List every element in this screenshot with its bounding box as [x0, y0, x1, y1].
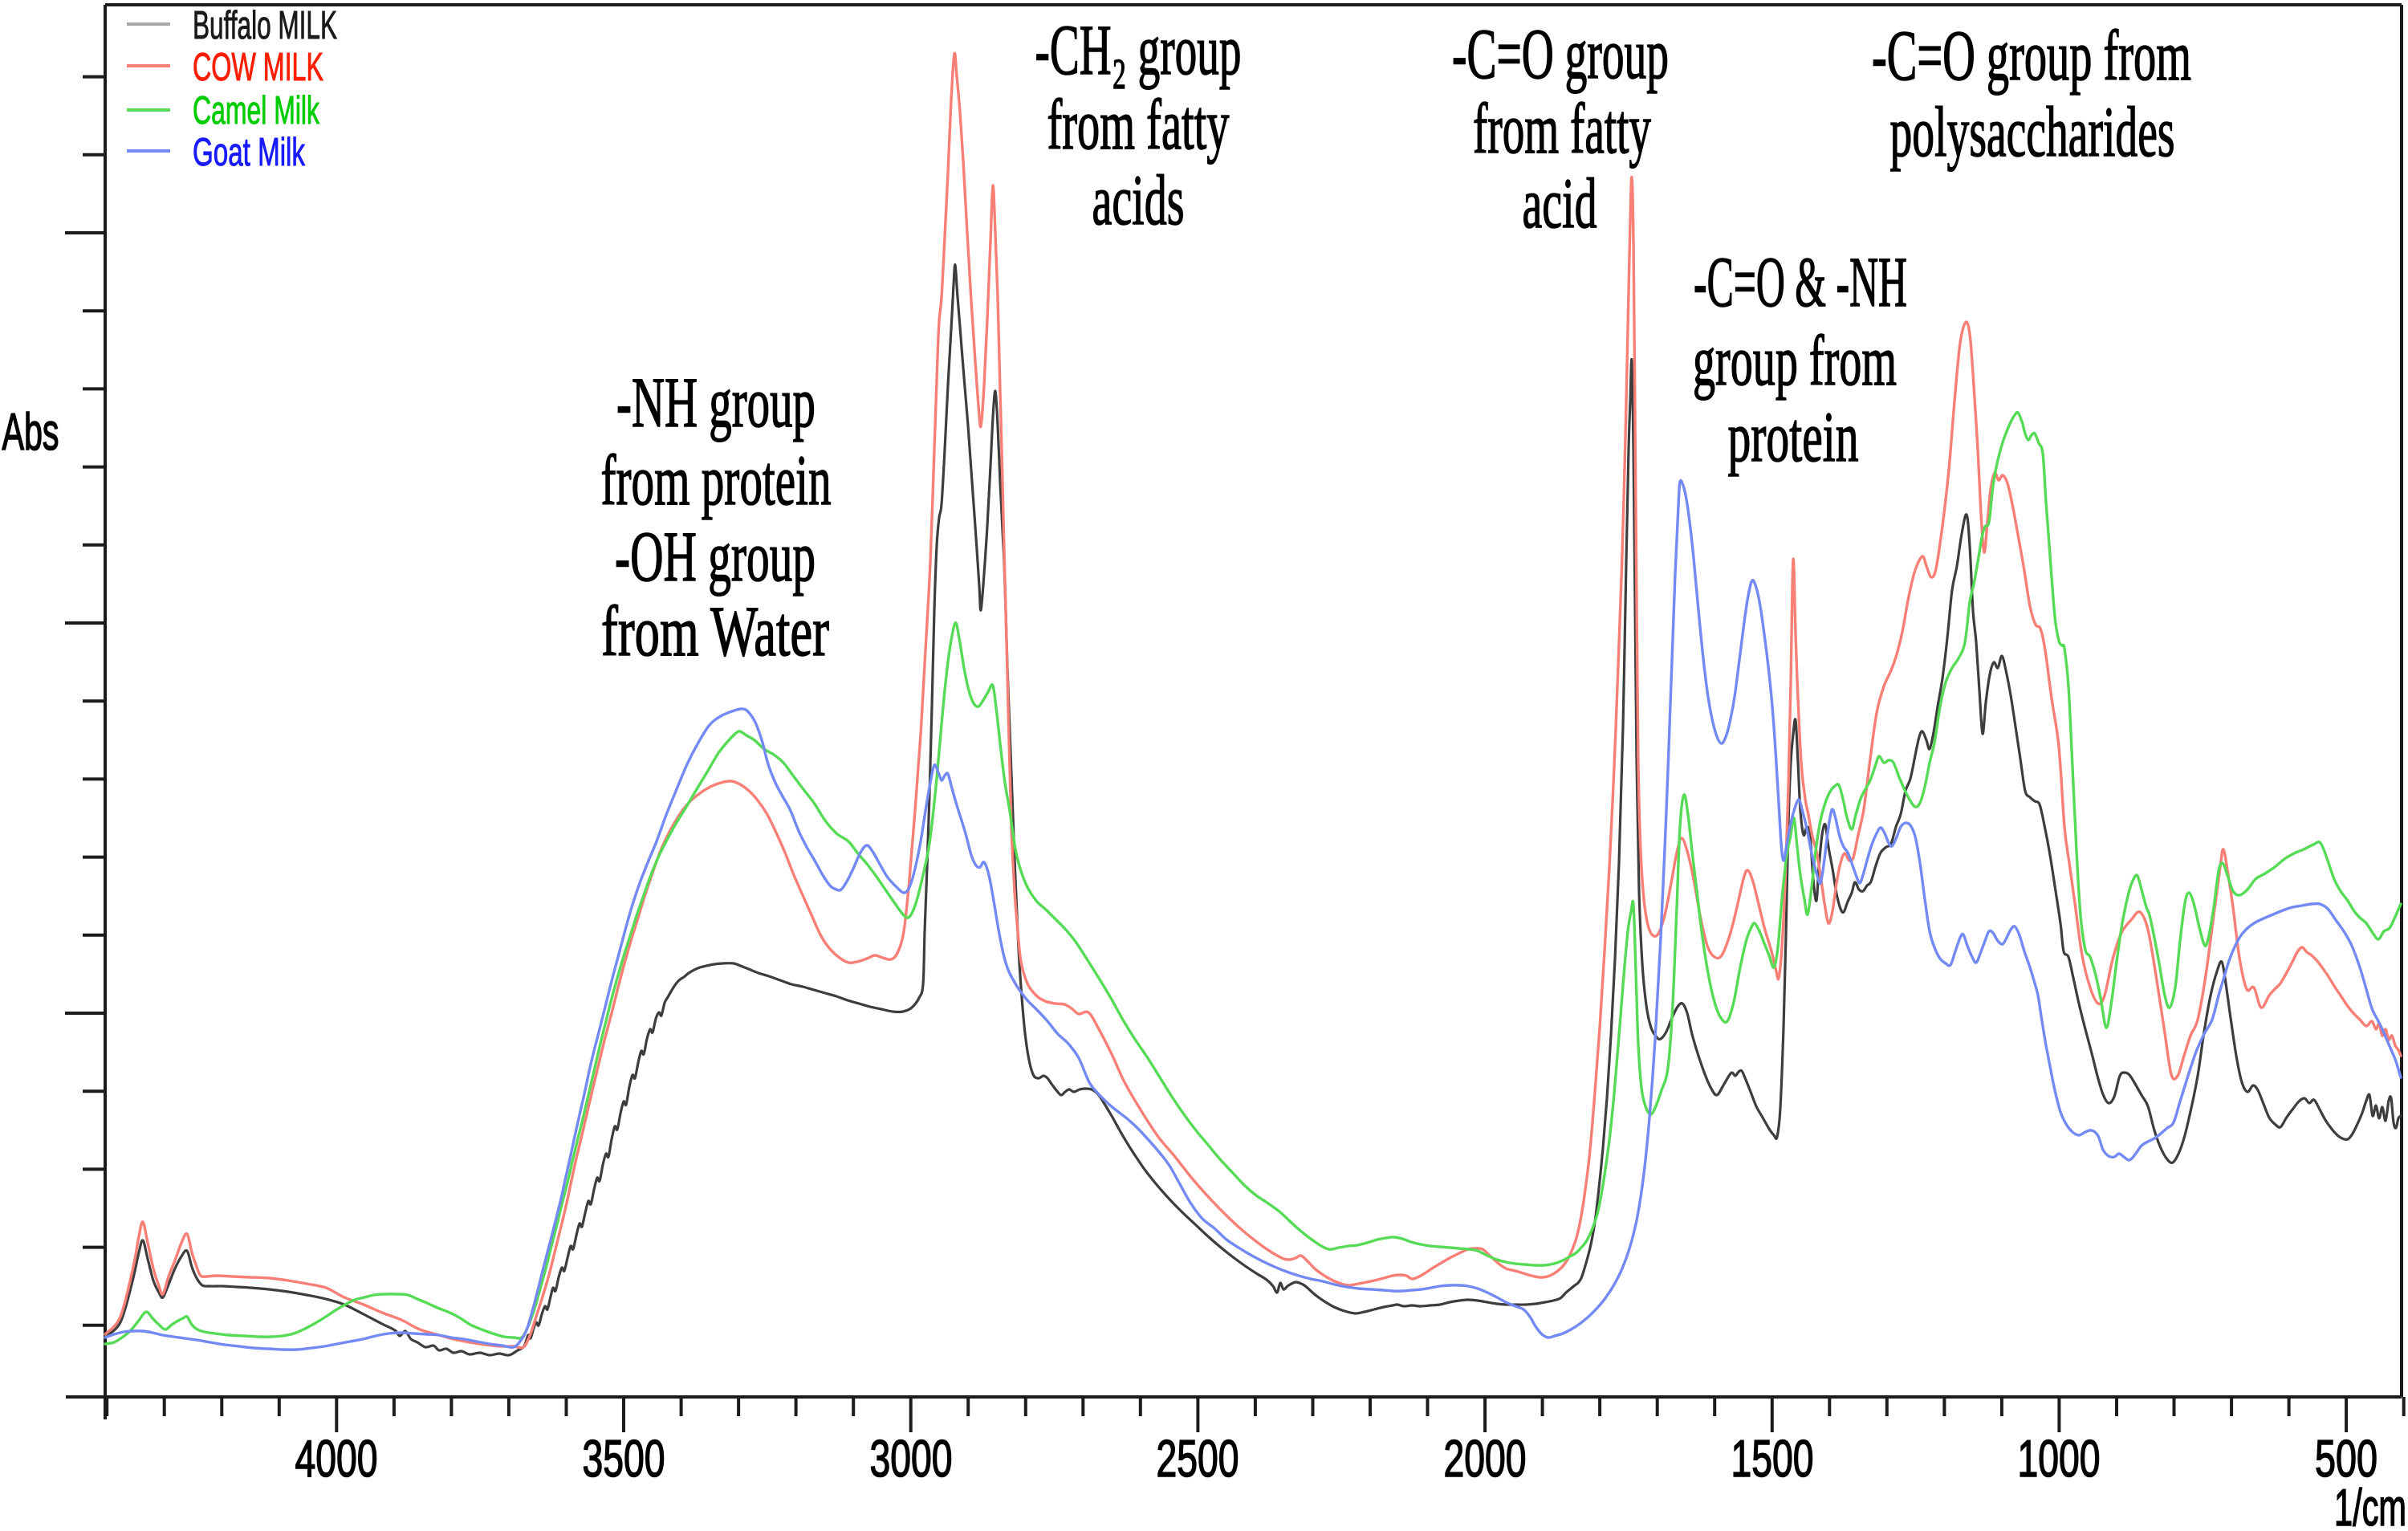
svg-text:-C=O & -NH: -C=O & -NH — [1694, 243, 1907, 322]
svg-text:-OH group: -OH group — [615, 518, 816, 597]
svg-text:2000: 2000 — [1444, 1429, 1527, 1488]
svg-text:-NH group: -NH group — [616, 364, 816, 442]
svg-text:from fatty: from fatty — [1047, 86, 1230, 165]
svg-text:1000: 1000 — [2018, 1429, 2101, 1488]
svg-text:Camel Milk: Camel Milk — [193, 89, 319, 132]
svg-text:3000: 3000 — [870, 1429, 953, 1488]
svg-text:-CH₂ group: -CH₂ group — [1035, 11, 1242, 90]
svg-text:group from: group from — [1693, 322, 1897, 401]
svg-text:1/cm: 1/cm — [2334, 1478, 2406, 1531]
svg-text:3500: 3500 — [583, 1429, 665, 1488]
svg-text:-C=O group from: -C=O group from — [1872, 17, 2191, 96]
svg-text:1500: 1500 — [1731, 1429, 1814, 1488]
svg-text:from Water: from Water — [601, 592, 829, 671]
svg-text:protein: protein — [1728, 398, 1859, 477]
svg-text:acid: acid — [1523, 165, 1597, 243]
svg-text:COW MILK: COW MILK — [193, 46, 323, 89]
svg-text:from fatty: from fatty — [1473, 90, 1651, 169]
svg-text:acids: acids — [1092, 161, 1185, 240]
svg-text:polysaccharides: polysaccharides — [1890, 93, 2175, 172]
svg-text:Buffalo MILK: Buffalo MILK — [193, 4, 337, 47]
svg-text:from protein: from protein — [601, 442, 832, 520]
svg-text:2500: 2500 — [1157, 1429, 1239, 1488]
svg-text:-C=O group: -C=O group — [1452, 15, 1669, 94]
svg-text:4000: 4000 — [295, 1429, 378, 1488]
svg-text:Abs: Abs — [2, 402, 59, 461]
svg-text:Goat Milk: Goat Milk — [193, 131, 305, 174]
svg-text:500: 500 — [2315, 1429, 2377, 1488]
